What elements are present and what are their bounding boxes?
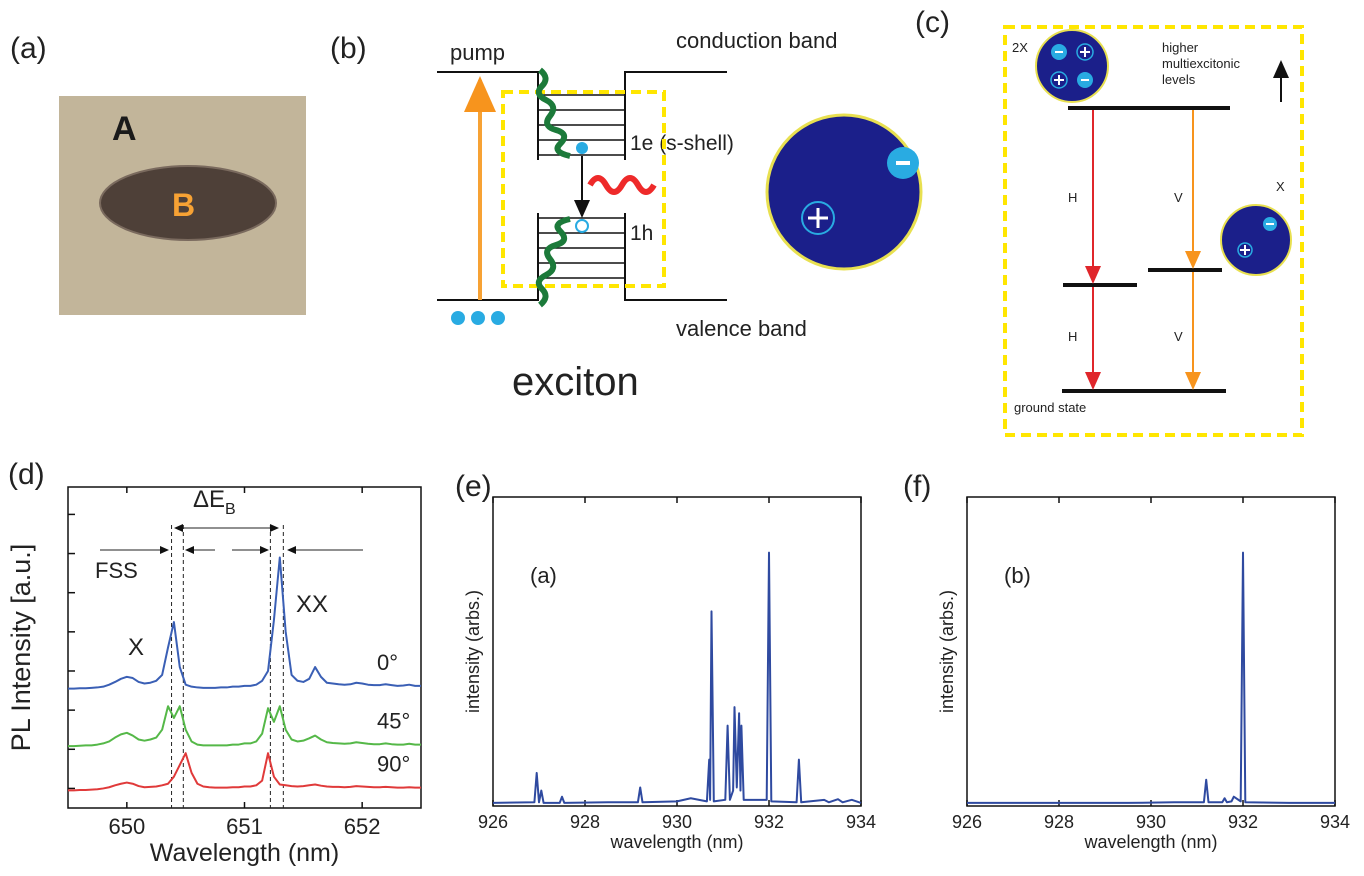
y-axis-label: PL Intensity [a.u.] xyxy=(6,544,36,752)
x-tick-label: 930 xyxy=(662,812,692,832)
electron xyxy=(471,311,485,325)
electron xyxy=(576,142,588,154)
series-line xyxy=(967,551,1335,804)
label: ground state xyxy=(1014,400,1086,415)
hole xyxy=(1050,71,1068,89)
label: H xyxy=(1068,190,1077,205)
x-tick-label: 932 xyxy=(1228,812,1258,832)
label: V xyxy=(1174,190,1183,205)
panel-label: (b) xyxy=(330,32,367,65)
annotation: FSS xyxy=(95,558,138,583)
label: higher xyxy=(1162,40,1199,55)
label: valence band xyxy=(676,316,807,341)
x-tick-label: 930 xyxy=(1136,812,1166,832)
label: 1e (s-shell) xyxy=(630,132,734,155)
charges xyxy=(1240,223,1274,255)
panel-label: (c) xyxy=(915,6,950,39)
x-tick-label: 926 xyxy=(952,812,982,832)
annotation: X xyxy=(128,634,144,661)
plot-frame xyxy=(67,486,422,809)
label: H xyxy=(1068,329,1077,344)
electron xyxy=(491,311,505,325)
panel-label: (e) xyxy=(455,470,492,503)
title: exciton xyxy=(512,360,639,404)
x-tick-label: 934 xyxy=(1320,812,1350,832)
levels xyxy=(1062,106,1230,393)
hole xyxy=(1237,242,1253,258)
panel-b: (b) pump conduction band valence band ex… xyxy=(330,28,923,404)
y-axis-label: intensity (arbs.) xyxy=(463,590,483,713)
annotation: XX xyxy=(296,591,328,618)
annotation-text: ΔE xyxy=(193,486,225,513)
panel-label: (d) xyxy=(8,458,45,491)
electron xyxy=(451,311,465,325)
region-b xyxy=(99,165,277,241)
label: 2X xyxy=(1012,40,1028,55)
x-tick-label: 926 xyxy=(478,812,508,832)
charges xyxy=(1054,47,1090,85)
band-edges xyxy=(437,71,727,301)
inset-label: (b) xyxy=(1004,563,1031,588)
series-label: 0° xyxy=(377,650,398,675)
plus xyxy=(808,208,828,228)
label: levels xyxy=(1162,72,1196,87)
series-line xyxy=(492,551,862,804)
label: pump xyxy=(450,40,505,65)
series-line xyxy=(68,556,421,690)
x-axis-label: Wavelength (nm) xyxy=(150,839,339,867)
series-label: 45° xyxy=(377,709,410,734)
hole xyxy=(1076,43,1094,61)
label: multiexcitonic xyxy=(1162,56,1241,71)
inset-label: (a) xyxy=(530,563,557,588)
relaxation xyxy=(535,67,571,159)
region-label: A xyxy=(112,110,137,148)
x-tick-label: 934 xyxy=(846,812,876,832)
panel-label: (f) xyxy=(903,470,931,503)
hole xyxy=(575,219,589,233)
x-tick-label: 652 xyxy=(344,814,381,839)
x-axis-label: wavelength (nm) xyxy=(609,832,743,852)
x-tick-label: 650 xyxy=(108,814,145,839)
annotation-subscript: B xyxy=(225,501,236,518)
annotation: ΔEB xyxy=(193,486,236,518)
exciton-dot xyxy=(765,113,923,271)
series-line xyxy=(68,705,421,748)
x-axis-label: wavelength (nm) xyxy=(1083,832,1217,852)
series-label: 90° xyxy=(377,752,410,777)
series-line xyxy=(68,752,421,792)
x-tick-label: 651 xyxy=(226,814,263,839)
hole xyxy=(801,201,835,235)
x-tick-label: 928 xyxy=(570,812,600,832)
relaxation xyxy=(535,216,571,308)
panel-label: (a) xyxy=(10,32,47,65)
plot-frame xyxy=(966,496,1336,807)
label: V xyxy=(1174,329,1183,344)
x-tick-label: 928 xyxy=(1044,812,1074,832)
label: conduction band xyxy=(676,28,837,53)
plot-frame xyxy=(492,496,862,807)
label: X xyxy=(1276,179,1285,194)
emission xyxy=(587,175,657,195)
panel-a: (a) A B xyxy=(10,32,306,315)
y-axis-label: intensity (arbs.) xyxy=(937,590,957,713)
panel-c: (c) 2X higher multiexcitonic levels H V … xyxy=(915,6,1304,437)
biexciton-dot xyxy=(1035,29,1109,103)
exciton-dot xyxy=(1220,204,1292,276)
highlight-box xyxy=(1003,25,1304,437)
highlight-box xyxy=(501,90,666,288)
label: 1h xyxy=(630,222,653,245)
x-tick-label: 932 xyxy=(754,812,784,832)
region-label: B xyxy=(172,187,195,223)
levels xyxy=(538,94,625,279)
